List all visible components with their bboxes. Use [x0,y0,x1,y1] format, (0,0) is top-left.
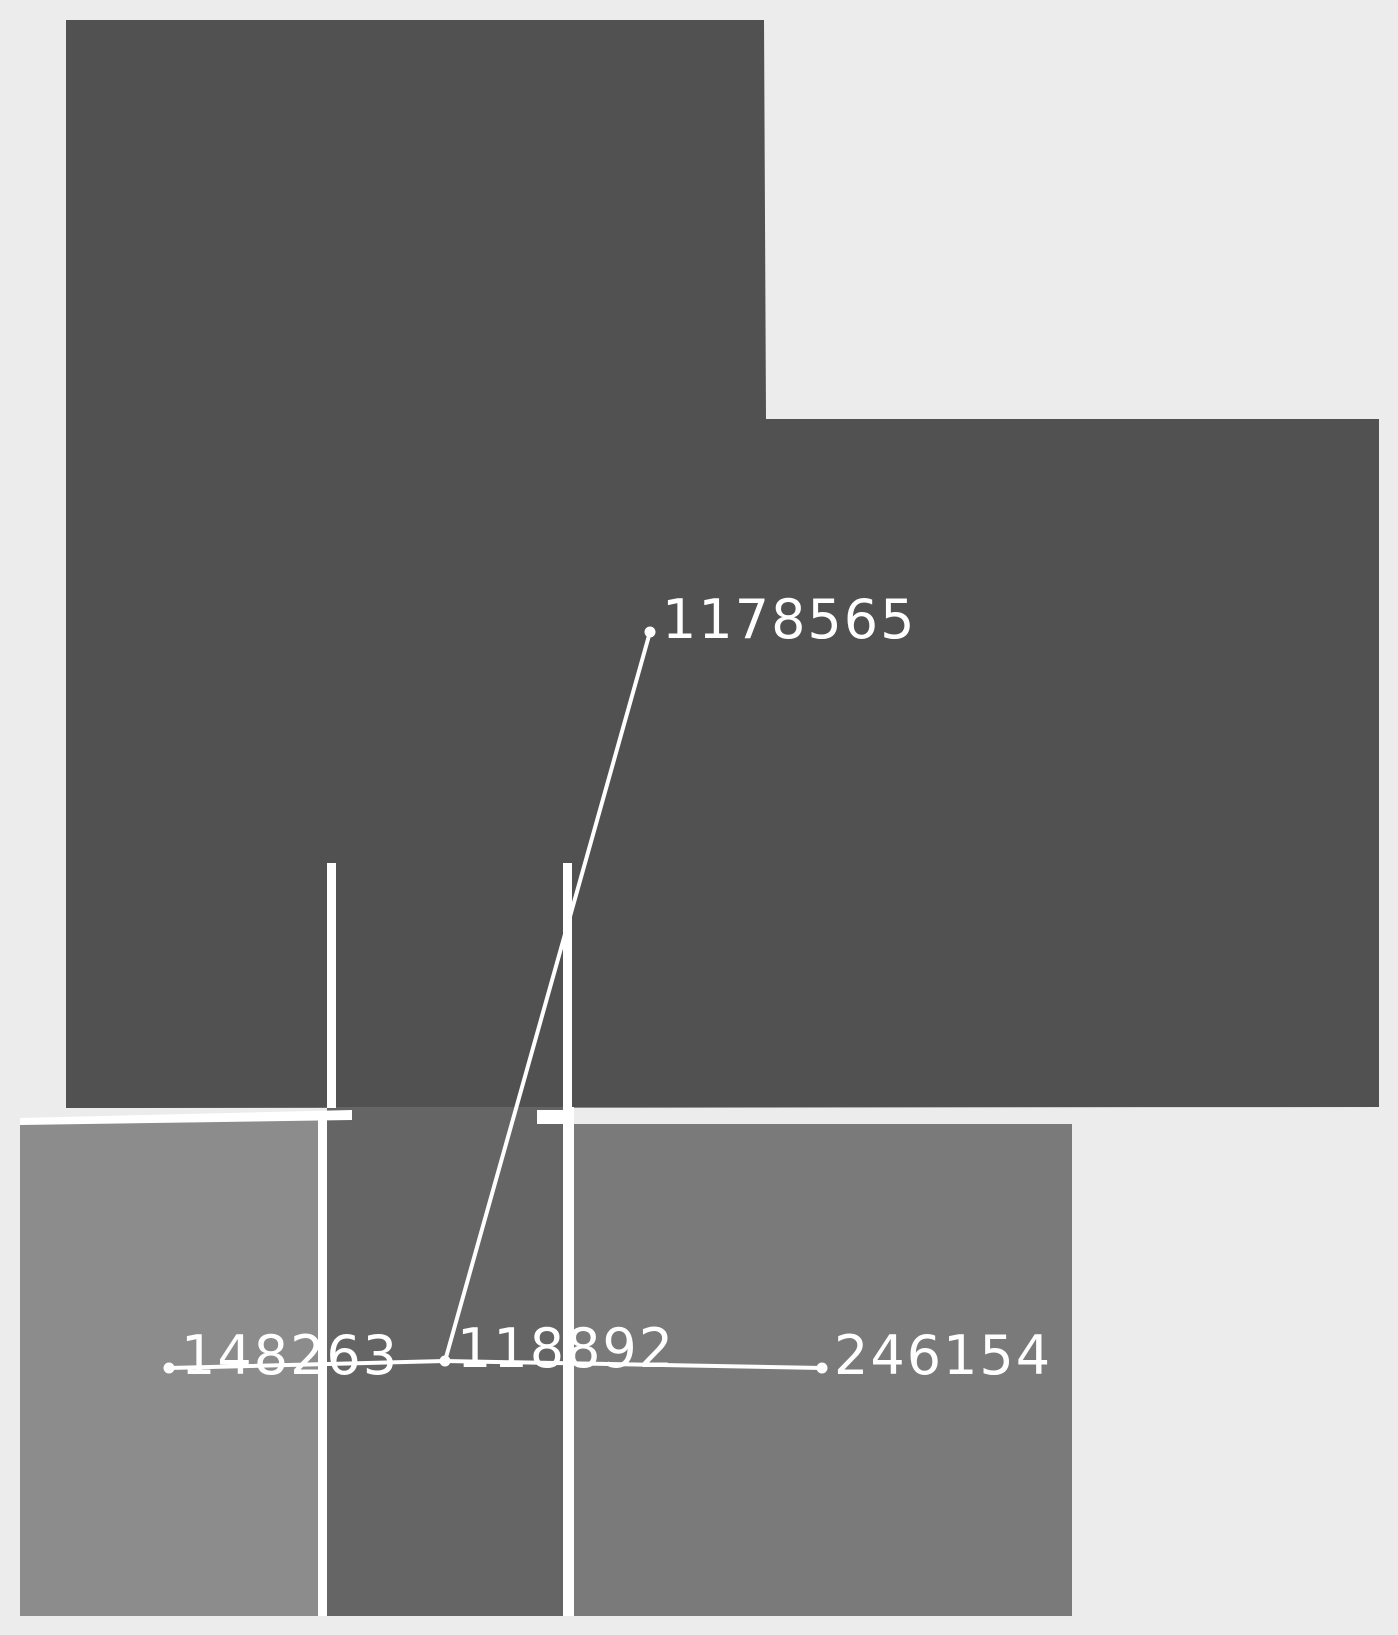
node-marker [439,1355,451,1367]
node-n1[interactable]: 1178565 [644,588,917,651]
edge-n3-n4 [443,1359,824,1370]
boundary-strip [318,1120,327,1616]
node-label: 246154 [834,1324,1052,1387]
edges-layer [167,630,824,1370]
node-marker [816,1362,828,1374]
edge-n1-n3 [443,630,652,1363]
region-large[interactable] [66,20,1379,1108]
node-marker [163,1362,175,1374]
node-n4[interactable]: 246154 [816,1324,1053,1387]
nodes-layer: 1178565 148263 118892 246154 [163,588,1053,1387]
edge-n2-n3 [167,1359,447,1370]
node-n2[interactable]: 148263 [163,1324,400,1387]
boundary-strip [563,863,572,1108]
node-label: 1178565 [662,588,917,651]
node-label: 118892 [457,1317,675,1380]
node-n3[interactable]: 118892 [439,1317,676,1380]
boundary-strip [20,1110,352,1125]
node-label: 148263 [181,1324,399,1387]
node-marker [644,626,656,638]
boundary-strip [327,863,336,1108]
